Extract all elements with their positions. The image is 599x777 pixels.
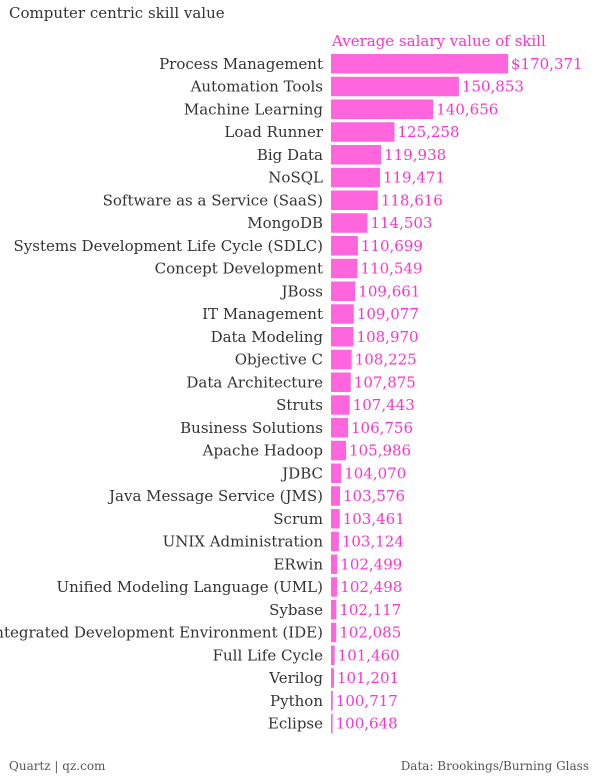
- value-label-python: 100,717: [336, 692, 398, 710]
- value-label-struts: 107,443: [353, 396, 415, 414]
- value-label-data-architecture: 107,875: [354, 373, 416, 391]
- bar-nosql: [331, 167, 380, 188]
- chart-title: Computer centric skill value: [9, 4, 225, 22]
- bar-java-message-service-jms: [331, 486, 340, 506]
- category-label-nosql: NoSQL: [268, 169, 323, 187]
- bar-python: [331, 691, 333, 711]
- bar-machine-learning: [331, 99, 434, 119]
- bar-software-as-a-service-saas: [331, 190, 378, 210]
- value-label-unix-administration: 103,124: [342, 533, 404, 551]
- value-label-java-message-service-jms: 103,576: [343, 487, 405, 505]
- value-label-it-management: 109,077: [357, 305, 419, 323]
- bar-mongodb: [331, 213, 368, 233]
- category-label-machine-learning: Machine Learning: [184, 100, 324, 118]
- bar-apache-hadoop: [331, 440, 347, 461]
- bar-struts: [331, 395, 350, 415]
- value-label-objective-c: 108,225: [355, 351, 417, 369]
- value-label-erwin: 102,499: [340, 555, 402, 573]
- bar-data-modeling: [331, 327, 354, 347]
- bar-full-life-cycle: [331, 645, 335, 665]
- value-label-sybase: 102,117: [339, 601, 401, 619]
- bar-automation-tools: [331, 76, 459, 97]
- category-label-business-solutions: Business Solutions: [180, 419, 323, 437]
- value-label-concept-development: 110,549: [361, 260, 423, 278]
- category-label-verilog: Verilog: [268, 669, 323, 687]
- bar-sybase: [331, 600, 337, 620]
- category-label-data-architecture: Data Architecture: [186, 373, 323, 391]
- value-label-unified-modeling-language-uml: 102,498: [340, 578, 402, 596]
- source-credit: Quartz | qz.com: [9, 759, 106, 773]
- value-label-full-life-cycle: 101,460: [338, 646, 400, 664]
- bar-objective-c: [331, 349, 352, 370]
- bar-jdbc: [331, 463, 342, 483]
- value-label-process-management: $170,371: [511, 55, 583, 73]
- bar-eclipse: [331, 713, 333, 734]
- category-label-jdbc: JDBC: [280, 464, 323, 482]
- value-label-systems-development-life-cycle-sdlc: 110,699: [361, 237, 423, 255]
- bar-it-management: [331, 304, 354, 324]
- bar-business-solutions: [331, 418, 348, 438]
- value-label-big-data: 119,938: [384, 146, 446, 164]
- value-label-integrated-development-environment-ide: 102,085: [339, 624, 401, 642]
- category-label-software-as-a-service-saas: Software as a Service (SaaS): [103, 191, 323, 209]
- value-label-verilog: 101,201: [337, 669, 399, 687]
- category-label-mongodb: MongoDB: [247, 214, 323, 232]
- value-label-mongodb: 114,503: [370, 214, 432, 232]
- category-label-unified-modeling-language-uml: Unified Modeling Language (UML): [56, 578, 323, 596]
- value-label-eclipse: 100,648: [336, 715, 398, 733]
- category-label-it-management: IT Management: [202, 305, 323, 323]
- bar-systems-development-life-cycle-sdlc: [331, 236, 358, 256]
- value-label-machine-learning: 140,656: [436, 100, 498, 118]
- data-source: Data: Brookings/Burning Glass: [400, 759, 589, 773]
- category-label-java-message-service-jms: Java Message Service (JMS): [107, 487, 323, 505]
- bar-load-runner: [331, 122, 395, 142]
- value-label-scrum: 103,461: [343, 510, 405, 528]
- category-label-sybase: Sybase: [269, 601, 323, 619]
- value-label-data-modeling: 108,970: [357, 328, 419, 346]
- value-label-apache-hadoop: 105,986: [349, 442, 411, 460]
- category-label-unix-administration: UNIX Administration: [163, 533, 324, 551]
- category-label-concept-development: Concept Development: [155, 260, 323, 278]
- series-label: Average salary value of skill: [331, 32, 546, 50]
- bar-verilog: [331, 668, 335, 688]
- value-label-nosql: 119,471: [383, 169, 445, 187]
- category-label-python: Python: [270, 692, 323, 710]
- category-label-load-runner: Load Runner: [224, 123, 323, 141]
- category-label-erwin: ERwin: [273, 555, 323, 573]
- value-label-software-as-a-service-saas: 118,616: [381, 191, 443, 209]
- category-label-scrum: Scrum: [273, 510, 323, 528]
- category-label-big-data: Big Data: [257, 146, 323, 164]
- category-label-jboss: JBoss: [280, 282, 323, 300]
- bar-process-management: [331, 54, 508, 74]
- bar-concept-development: [331, 258, 358, 279]
- bar-jboss: [331, 281, 356, 301]
- bar-scrum: [331, 509, 340, 529]
- value-label-jboss: 109,661: [358, 282, 420, 300]
- bar-unified-modeling-language-uml: [331, 577, 338, 597]
- bar-erwin: [331, 554, 338, 574]
- value-label-automation-tools: 150,853: [462, 78, 524, 96]
- bar-big-data: [331, 145, 382, 165]
- category-label-eclipse: Eclipse: [268, 715, 323, 733]
- bar-unix-administration: [331, 531, 339, 552]
- value-label-business-solutions: 106,756: [351, 419, 413, 437]
- category-label-integrated-development-environment-ide: Integrated Development Environment (IDE): [0, 624, 323, 642]
- category-label-automation-tools: Automation Tools: [190, 78, 323, 96]
- category-label-apache-hadoop: Apache Hadoop: [202, 442, 323, 460]
- category-label-data-modeling: Data Modeling: [211, 328, 324, 346]
- value-label-load-runner: 125,258: [398, 123, 460, 141]
- category-label-full-life-cycle: Full Life Cycle: [213, 646, 324, 664]
- category-label-objective-c: Objective C: [235, 351, 323, 369]
- value-label-jdbc: 104,070: [344, 464, 406, 482]
- bar-data-architecture: [331, 372, 351, 392]
- category-label-process-management: Process Management: [159, 55, 323, 73]
- category-label-systems-development-life-cycle-sdlc: Systems Development Life Cycle (SDLC): [14, 237, 323, 255]
- bar-integrated-development-environment-ide: [331, 622, 337, 643]
- category-label-struts: Struts: [276, 396, 323, 414]
